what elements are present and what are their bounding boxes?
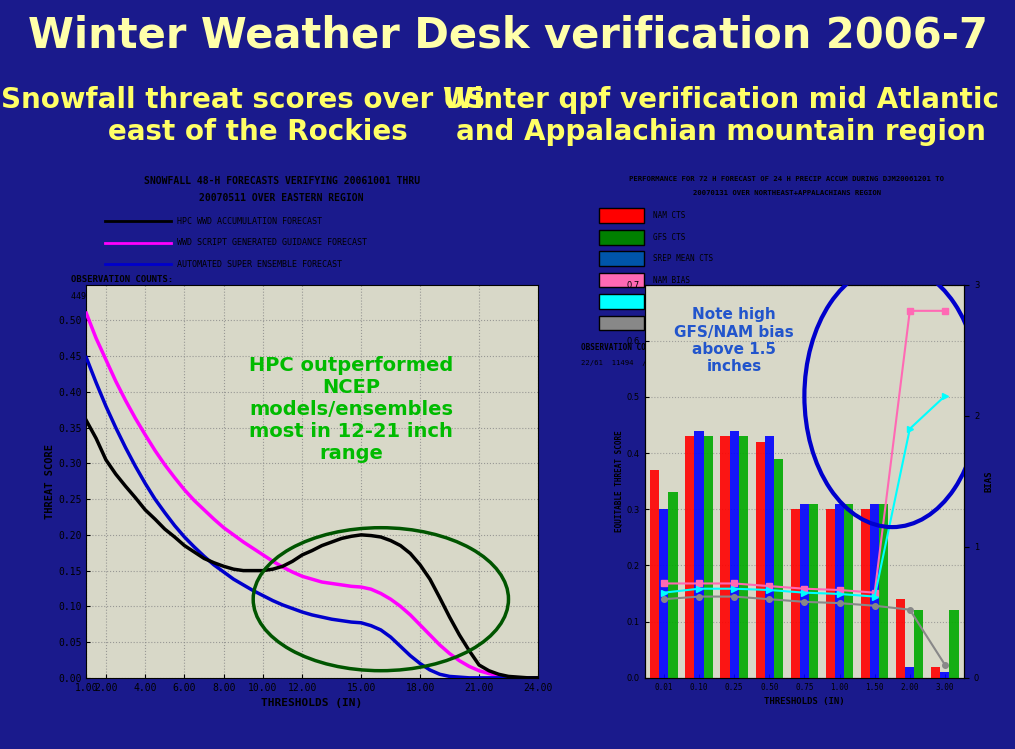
Text: SREP MEAN CTS: SREP MEAN CTS — [653, 254, 713, 263]
Bar — [861, 509, 870, 678]
Bar — [791, 509, 800, 678]
Text: Note high
GFS/NAM bias
above 1.5
inches: Note high GFS/NAM bias above 1.5 inches — [674, 307, 794, 374]
Bar — [931, 667, 940, 678]
Bar — [809, 503, 818, 678]
Bar — [826, 509, 835, 678]
Text: NAM CTS: NAM CTS — [653, 211, 685, 220]
Bar — [764, 436, 773, 678]
Bar — [844, 503, 854, 678]
Text: SREP MEAN BIAS: SREP MEAN BIAS — [653, 318, 718, 327]
Text: GFS BIAS: GFS BIAS — [653, 297, 689, 306]
Bar — [703, 436, 713, 678]
Bar — [915, 610, 924, 678]
Text: AUTOMATED SUPER ENSEMBLE FORECAST: AUTOMATED SUPER ENSEMBLE FORECAST — [177, 260, 342, 269]
FancyBboxPatch shape — [599, 316, 644, 330]
X-axis label: THRESHOLDS (IN): THRESHOLDS (IN) — [764, 697, 844, 706]
Text: HPC outperformed
NCEP
models/ensembles
most in 12-21 inch
range: HPC outperformed NCEP models/ensembles m… — [250, 357, 454, 463]
Text: SNOWFALL 48-H FORECASTS VERIFYING 20061001 THRU: SNOWFALL 48-H FORECASTS VERIFYING 200610… — [143, 176, 420, 186]
Text: NAM BIAS: NAM BIAS — [653, 276, 689, 285]
Bar — [755, 442, 764, 678]
Y-axis label: THREAT SCORE: THREAT SCORE — [45, 443, 55, 519]
Bar — [694, 431, 703, 678]
Bar — [800, 503, 809, 678]
Text: OBSERVATION COUNTS:: OBSERVATION COUNTS: — [582, 343, 669, 352]
FancyBboxPatch shape — [599, 208, 644, 223]
Bar — [660, 509, 669, 678]
Bar — [896, 599, 905, 678]
FancyBboxPatch shape — [599, 252, 644, 266]
Bar — [669, 493, 678, 678]
Bar — [739, 436, 748, 678]
Bar — [685, 436, 694, 678]
Text: 4496523936  8831  3699  1690  817  398  166  71  25  7: 4496523936 8831 3699 1690 817 398 166 71… — [71, 292, 341, 301]
Bar — [870, 503, 879, 678]
Bar — [879, 503, 888, 678]
Bar — [940, 673, 949, 678]
FancyBboxPatch shape — [599, 294, 644, 309]
Bar — [730, 431, 739, 678]
Text: GFS CTS: GFS CTS — [653, 233, 685, 242]
Text: WWD SCRIPT GENERATED GUIDANCE FORECAST: WWD SCRIPT GENERATED GUIDANCE FORECAST — [177, 238, 366, 247]
Text: 22/61  11494  /157  0929  2159  1180  01/  6/  6: 22/61 11494 /157 0929 2159 1180 01/ 6/ 6 — [582, 360, 791, 366]
Bar — [721, 436, 730, 678]
Bar — [835, 503, 844, 678]
Y-axis label: EQUITABLE THREAT SCORE: EQUITABLE THREAT SCORE — [615, 431, 623, 532]
Text: Winter qpf verification mid Atlantic
and Appalachian mountain region: Winter qpf verification mid Atlantic and… — [443, 86, 999, 146]
Text: Winter Weather Desk verification 2006-7: Winter Weather Desk verification 2006-7 — [27, 14, 988, 57]
Bar — [949, 610, 958, 678]
Text: HPC WWD ACCUMULATION FORECAST: HPC WWD ACCUMULATION FORECAST — [177, 216, 322, 226]
Text: PERFORMANCE FOR 72 H FORECAST OF 24 H PRECIP ACCUM DURING DJM20061201 TO: PERFORMANCE FOR 72 H FORECAST OF 24 H PR… — [629, 176, 944, 182]
FancyBboxPatch shape — [599, 273, 644, 288]
Bar — [905, 667, 915, 678]
Text: OBSERVATION COUNTS:: OBSERVATION COUNTS: — [71, 275, 174, 284]
Bar — [651, 470, 660, 678]
Text: 20070131 OVER NORTHEAST+APPALACHIANS REGION: 20070131 OVER NORTHEAST+APPALACHIANS REG… — [692, 190, 881, 196]
X-axis label: THRESHOLDS (IN): THRESHOLDS (IN) — [262, 698, 362, 709]
Bar — [773, 458, 783, 678]
Text: 20070511 OVER EASTERN REGION: 20070511 OVER EASTERN REGION — [199, 193, 364, 203]
FancyBboxPatch shape — [599, 230, 644, 244]
Y-axis label: BIAS: BIAS — [985, 470, 994, 492]
Text: Snowfall threat scores over US
   east of the Rockies: Snowfall threat scores over US east of t… — [1, 86, 486, 146]
